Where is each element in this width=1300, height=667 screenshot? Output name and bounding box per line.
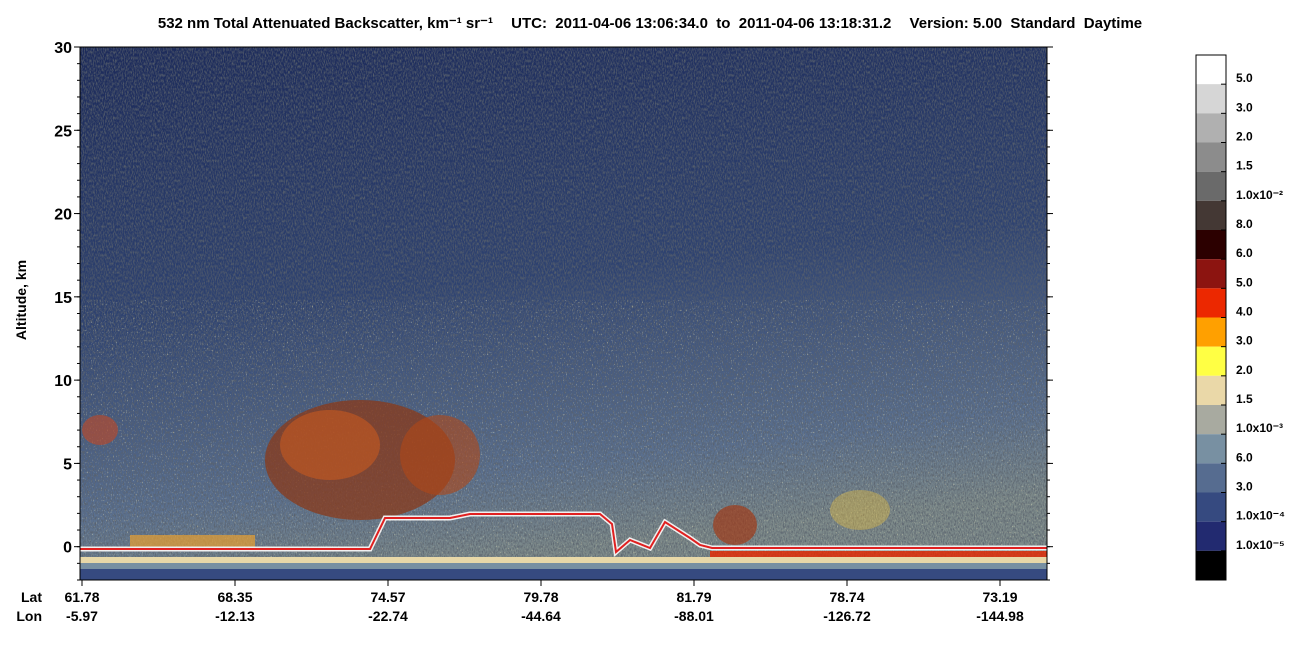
colorbar-label: 5.0 bbox=[1236, 275, 1253, 289]
lon-tick-label: -44.64 bbox=[521, 608, 561, 624]
colorbar-label: 1.0x10⁻³ bbox=[1236, 421, 1283, 435]
title-utc: UTC: 2011-04-06 13:06:34.0 to 2011-04-06… bbox=[511, 15, 891, 32]
y-axis-label: Altitude, km bbox=[13, 260, 29, 340]
lon-tick-label: -144.98 bbox=[976, 608, 1024, 624]
colorbar-label: 6.0 bbox=[1236, 450, 1253, 464]
lon-tick-label: -12.13 bbox=[215, 608, 255, 624]
lat-tick-label: 78.74 bbox=[829, 589, 864, 605]
lat-tick-label: 68.35 bbox=[217, 589, 252, 605]
y-tick-label: 0 bbox=[63, 540, 72, 557]
lon-tick-label: -5.97 bbox=[66, 608, 98, 624]
colorbar-box bbox=[1196, 113, 1226, 143]
colorbar-box bbox=[1196, 521, 1226, 551]
colorbar-label: 2.0 bbox=[1236, 130, 1253, 144]
y-tick-label: 25 bbox=[54, 123, 72, 140]
lat-tick-label: 61.78 bbox=[64, 589, 99, 605]
y-tick-label: 20 bbox=[54, 207, 72, 224]
colorbar-label: 6.0 bbox=[1236, 246, 1253, 260]
lat-tick-label: 73.19 bbox=[982, 589, 1017, 605]
colorbar-box bbox=[1196, 84, 1226, 114]
lat-tick-label: 74.57 bbox=[370, 589, 405, 605]
colorbar-label: 3.0 bbox=[1236, 480, 1253, 494]
chart-title: 532 nm Total Attenuated Backscatter, km⁻… bbox=[158, 15, 1142, 32]
colorbar-box bbox=[1196, 550, 1226, 580]
colorbar-label: 1.0x10⁻² bbox=[1236, 188, 1283, 202]
colorbar-box bbox=[1196, 317, 1226, 347]
axes: 0 5 10 15 20 25 30 61.78 -5.97 68.35 -12.13 74.57 -2… bbox=[54, 40, 1285, 624]
colorbar-label: 5.0 bbox=[1236, 71, 1253, 85]
colorbar-label: 8.0 bbox=[1236, 217, 1253, 231]
colorbar-box bbox=[1196, 288, 1226, 318]
lat-tick-label: 81.79 bbox=[676, 589, 711, 605]
colorbar-label: 3.0 bbox=[1236, 100, 1253, 114]
y-tick-label: 5 bbox=[63, 456, 72, 473]
title-main: 532 nm Total Attenuated Backscatter, km⁻… bbox=[158, 15, 493, 32]
colorbar-label: 1.0x10⁻⁵ bbox=[1236, 538, 1285, 552]
colorbar-box bbox=[1196, 230, 1226, 260]
colorbar-box bbox=[1196, 434, 1226, 464]
colorbar-label: 1.5 bbox=[1236, 392, 1253, 406]
colorbar-box bbox=[1196, 463, 1226, 493]
colorbar-label: 1.5 bbox=[1236, 159, 1253, 173]
lon-label: Lon bbox=[16, 608, 42, 624]
y-tick-label: 10 bbox=[54, 373, 72, 390]
colorbar-label: 2.0 bbox=[1236, 363, 1253, 377]
colorbar-box bbox=[1196, 200, 1226, 230]
colorbar-box bbox=[1196, 346, 1226, 376]
y-tick-label: 30 bbox=[54, 40, 72, 57]
lat-tick-label: 79.78 bbox=[523, 589, 558, 605]
colorbar-box bbox=[1196, 142, 1226, 172]
colorbar-box bbox=[1196, 405, 1226, 435]
colorbar-label: 1.0x10⁻⁴ bbox=[1236, 509, 1285, 523]
lon-tick-label: -126.72 bbox=[823, 608, 871, 624]
backscatter-image bbox=[80, 47, 1047, 580]
colorbar-box bbox=[1196, 171, 1226, 201]
title-version: Version: 5.00 Standard Daytime bbox=[910, 15, 1143, 32]
colorbar-box bbox=[1196, 492, 1226, 522]
lon-tick-label: -22.74 bbox=[368, 608, 408, 624]
y-tick-label: 15 bbox=[54, 290, 72, 307]
colorbar-box bbox=[1196, 259, 1226, 289]
colorbar-label: 3.0 bbox=[1236, 334, 1253, 348]
colorbar-label: 4.0 bbox=[1236, 305, 1253, 319]
colorbar-box bbox=[1196, 375, 1226, 405]
colorbar-box bbox=[1196, 55, 1226, 85]
lat-label: Lat bbox=[21, 589, 42, 605]
lon-tick-label: -88.01 bbox=[674, 608, 714, 624]
